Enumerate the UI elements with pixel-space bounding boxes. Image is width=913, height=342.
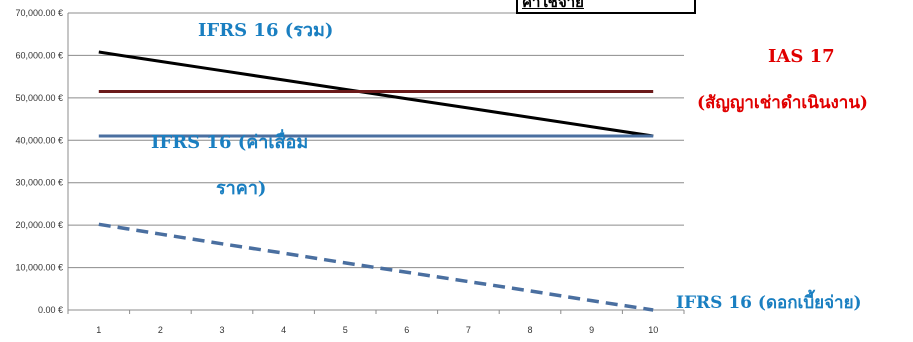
annotation-interest: IFRS 16 (ดอกเบี้ยจ่าย) [676, 289, 862, 313]
y-tick-label: 20,000.00 € [15, 220, 63, 230]
x-tick-label: 10 [648, 325, 658, 335]
axes [67, 13, 685, 314]
series-line-4 [98, 222, 654, 312]
y-tick-label: 30,000.00 € [15, 178, 63, 188]
annotation-ias17-line2: (สัญญาเช่าดำเนินงาน) [697, 93, 868, 113]
x-tick-label: 6 [404, 325, 409, 335]
x-tick-label: 7 [466, 325, 471, 335]
x-tick-label: 1 [96, 325, 101, 335]
y-tick-label: 40,000.00 € [15, 135, 63, 145]
annotation-depreciation-line1: IFRS 16 (ค่าเสื่อม [151, 129, 308, 153]
x-tick-label: 3 [219, 325, 224, 335]
annotation-depreciation-line2: ราคา) [216, 178, 266, 199]
x-tick-label: 2 [158, 325, 163, 335]
y-tick-labels: 0.00 € 10,000.00 € 20,000.00 € 30,000.00 € 4… [15, 8, 63, 315]
series-lines [98, 50, 654, 312]
y-tick-label: 10,000.00 € [15, 263, 63, 273]
annotation-ias17-line1: IAS 17 [768, 46, 835, 67]
y-tick-label: 60,000.00 € [15, 50, 63, 60]
x-tick-label: 5 [343, 325, 348, 335]
series-line-1 [98, 50, 654, 138]
top-textbox: ค่าใช้จ่าย [516, 0, 696, 14]
x-tick-label: 4 [281, 325, 286, 335]
annotation-total: IFRS 16 (รวม) [198, 20, 333, 41]
x-tick-labels: 1 2 3 4 5 6 7 8 9 10 [96, 325, 658, 335]
x-tick-label: 9 [589, 325, 594, 335]
y-tick-label: 50,000.00 € [15, 93, 63, 103]
y-tick-label: 0.00 € [38, 305, 63, 315]
y-tick-label: 70,000.00 € [15, 8, 63, 18]
grid-lines [68, 12, 684, 269]
x-tick-label: 8 [527, 325, 532, 335]
